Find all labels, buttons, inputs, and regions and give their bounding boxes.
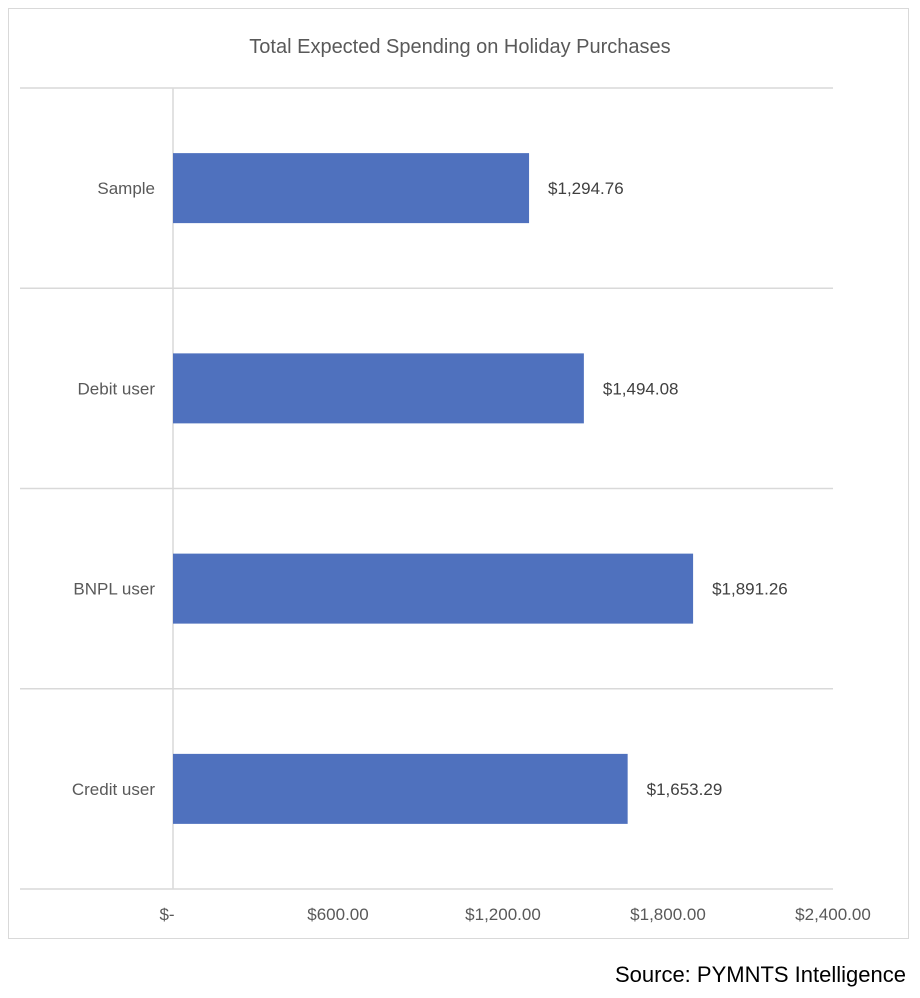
category-label: BNPL user — [73, 580, 155, 599]
category-label: Sample — [97, 179, 155, 198]
data-label: $1,494.08 — [603, 379, 679, 398]
x-tick-label: $600.00 — [307, 905, 368, 924]
source-note: Source: PYMNTS Intelligence — [614, 962, 906, 987]
data-label: $1,891.26 — [712, 580, 788, 599]
category-label: Credit user — [72, 780, 155, 799]
chart-title: Total Expected Spending on Holiday Purch… — [249, 36, 670, 58]
x-tick-label: $1,200.00 — [465, 905, 541, 924]
data-label: $1,294.76 — [548, 179, 624, 198]
data-label: $1,653.29 — [647, 780, 723, 799]
x-tick-label: $2,400.00 — [795, 905, 871, 924]
bar-bnpl-user — [173, 553, 694, 624]
bar-sample — [173, 153, 530, 224]
x-tick-label: $- — [159, 905, 174, 924]
bar-debit-user — [173, 353, 584, 424]
bar-credit-user — [173, 753, 628, 824]
x-tick-label: $1,800.00 — [630, 905, 706, 924]
chart-frame — [8, 8, 909, 939]
category-label: Debit user — [78, 379, 156, 398]
